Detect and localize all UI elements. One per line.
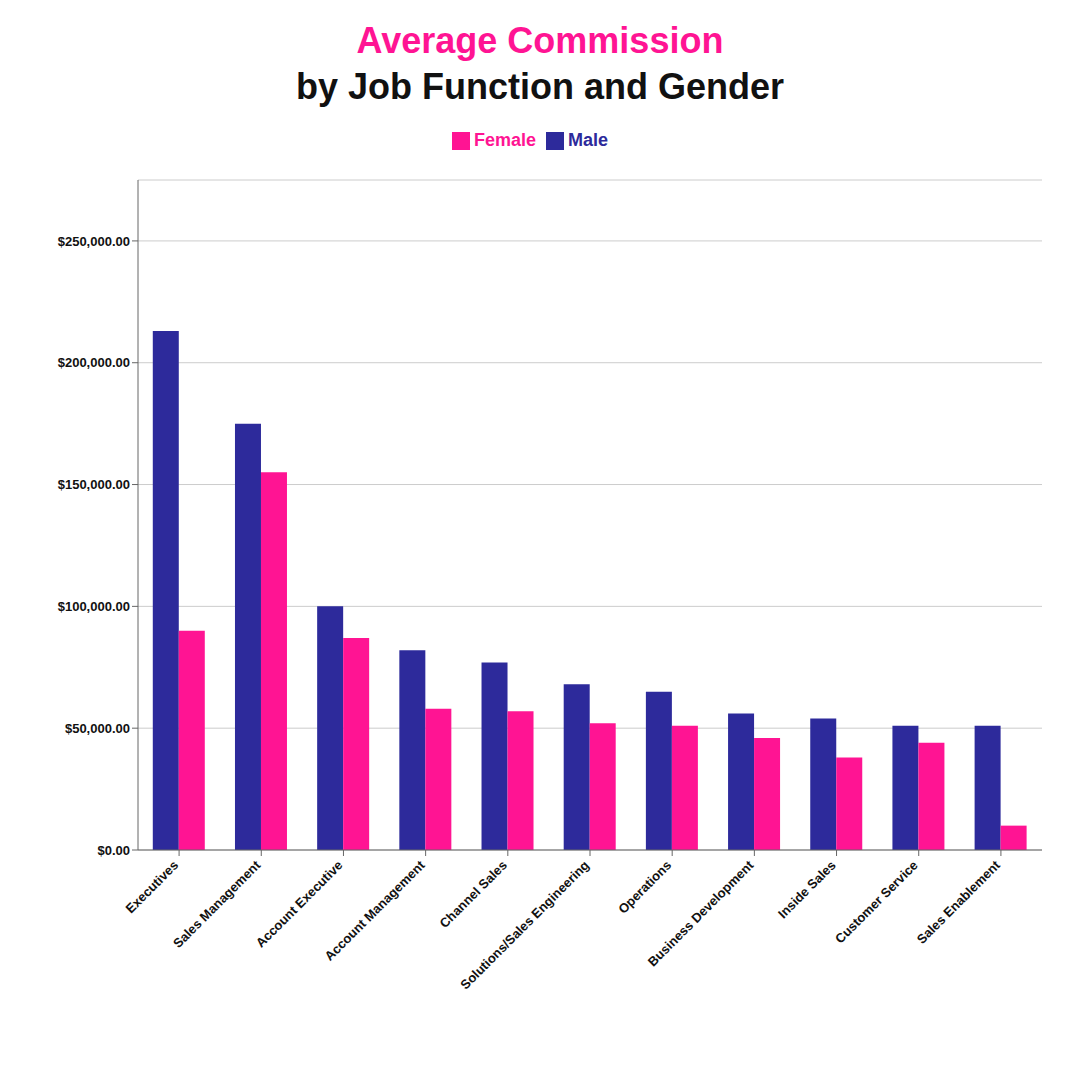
svg-text:$250,000.00: $250,000.00	[58, 234, 130, 249]
svg-text:Sales Enablement: Sales Enablement	[914, 857, 1004, 947]
svg-text:$50,000.00: $50,000.00	[65, 721, 130, 736]
svg-text:$0.00: $0.00	[97, 843, 130, 858]
svg-text:Solutions/Sales Engineering: Solutions/Sales Engineering	[457, 857, 592, 992]
svg-text:Sales Management: Sales Management	[170, 857, 264, 951]
svg-text:Executives: Executives	[123, 858, 182, 917]
svg-text:Inside Sales: Inside Sales	[775, 858, 839, 922]
svg-text:Operations: Operations	[615, 858, 674, 917]
html-text:Female: Female	[474, 130, 536, 150]
svg-text:Customer Service: Customer Service	[832, 858, 921, 947]
svg-text:Channel Sales: Channel Sales	[436, 858, 509, 931]
html-text:Average Commission: Average Commission	[356, 20, 724, 61]
html-text:by Job Function and Gender: by Job Function and Gender	[296, 66, 784, 107]
html-text:Male: Male	[568, 130, 608, 150]
svg-text:Account Management: Account Management	[322, 857, 429, 964]
svg-text:Account Executive: Account Executive	[253, 858, 346, 951]
svg-text:$200,000.00: $200,000.00	[58, 355, 130, 370]
svg-text:$150,000.00: $150,000.00	[58, 477, 130, 492]
svg-text:$100,000.00: $100,000.00	[58, 599, 130, 614]
svg-text:Business Development: Business Development	[645, 857, 757, 969]
